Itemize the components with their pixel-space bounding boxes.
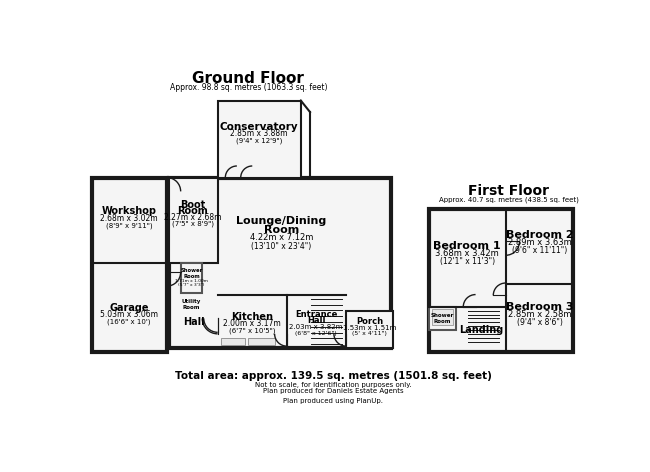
- Bar: [430, 307, 456, 330]
- Text: (5' x 4'11"): (5' x 4'11"): [352, 331, 387, 337]
- Text: Bedroom 3: Bedroom 3: [506, 302, 573, 312]
- Text: 2.89m x 3.63m: 2.89m x 3.63m: [508, 238, 571, 247]
- Bar: [346, 311, 393, 348]
- Text: Not to scale, for identification purposes only.: Not to scale, for identification purpose…: [255, 382, 411, 388]
- Text: (12'1" x 11'3"): (12'1" x 11'3"): [439, 257, 495, 266]
- Text: Boot: Boot: [180, 200, 205, 210]
- Text: 2.85m x 3.88m: 2.85m x 3.88m: [231, 129, 288, 138]
- Text: (6'7" x 10'5"): (6'7" x 10'5"): [229, 328, 276, 334]
- Text: (9'4" x 8'6"): (9'4" x 8'6"): [517, 318, 562, 327]
- Text: (8'9" x 9'11"): (8'9" x 9'11"): [106, 222, 152, 228]
- Text: Conservatory: Conservatory: [220, 122, 298, 132]
- Bar: [430, 209, 573, 352]
- Text: 2.27m x 2.68m: 2.27m x 2.68m: [164, 213, 222, 222]
- Bar: [432, 309, 453, 325]
- Bar: [218, 101, 301, 178]
- Text: (16'6" x 10'): (16'6" x 10'): [107, 318, 151, 325]
- Text: 5.03m x 3.06m: 5.03m x 3.06m: [100, 310, 158, 319]
- Text: 4.22m x 7.12m: 4.22m x 7.12m: [250, 234, 313, 243]
- Text: First Floor: First Floor: [468, 185, 549, 198]
- Text: 1.71m x 1.00m: 1.71m x 1.00m: [175, 278, 208, 283]
- Text: Bedroom 1: Bedroom 1: [434, 241, 501, 251]
- Text: Plan produced for Daniels Estate Agents: Plan produced for Daniels Estate Agents: [263, 388, 404, 394]
- Text: (6'8" x 12'6"): (6'8" x 12'6"): [295, 330, 337, 336]
- Text: Landing: Landing: [459, 325, 503, 335]
- Text: Shower
Room: Shower Room: [180, 269, 203, 279]
- Text: 2.85m x 2.58m: 2.85m x 2.58m: [508, 310, 571, 319]
- Bar: [169, 177, 218, 263]
- Text: Shower
Room: Shower Room: [431, 313, 454, 324]
- Text: (9'6" x 11'11"): (9'6" x 11'11"): [512, 246, 567, 255]
- Text: (5'7" x 3'3"): (5'7" x 3'3"): [178, 283, 205, 287]
- Text: 3.68m x 3.42m: 3.68m x 3.42m: [436, 249, 499, 258]
- Text: Lounge/Dining: Lounge/Dining: [237, 216, 327, 226]
- Text: 1.53m x 1.51m: 1.53m x 1.51m: [343, 325, 396, 331]
- Bar: [181, 263, 202, 293]
- Text: 2.00m x 3.17m: 2.00m x 3.17m: [224, 320, 281, 329]
- Text: Workshop: Workshop: [101, 206, 157, 216]
- Text: Plan produced using PlanUp.: Plan produced using PlanUp.: [283, 398, 383, 404]
- Bar: [222, 337, 244, 346]
- Text: Hall: Hall: [307, 316, 326, 325]
- Text: Bedroom 2: Bedroom 2: [506, 230, 573, 240]
- Text: Approx. 98.8 sq. metres (1063.3 sq. feet): Approx. 98.8 sq. metres (1063.3 sq. feet…: [170, 83, 327, 92]
- Text: Total area: approx. 139.5 sq. metres (1501.8 sq. feet): Total area: approx. 139.5 sq. metres (15…: [175, 371, 491, 381]
- Text: Room: Room: [264, 225, 299, 235]
- Text: Ground Floor: Ground Floor: [192, 71, 304, 86]
- Text: Approx. 40.7 sq. metres (438.5 sq. feet): Approx. 40.7 sq. metres (438.5 sq. feet): [439, 197, 578, 203]
- Text: (13'10" x 23'4"): (13'10" x 23'4"): [252, 242, 311, 251]
- Text: 2.68m x 3.02m: 2.68m x 3.02m: [100, 214, 158, 223]
- Text: Entrance: Entrance: [295, 310, 337, 319]
- Text: Garage: Garage: [109, 303, 149, 312]
- Text: Utility
Room: Utility Room: [182, 299, 201, 310]
- Text: Room: Room: [177, 206, 209, 216]
- Text: Hall: Hall: [183, 317, 205, 327]
- Text: Porch: Porch: [356, 317, 383, 326]
- Bar: [248, 337, 276, 346]
- Bar: [92, 177, 167, 352]
- Text: (9'4" x 12'9"): (9'4" x 12'9"): [236, 137, 282, 144]
- Text: 2.03m x 3.82m: 2.03m x 3.82m: [289, 324, 343, 330]
- Text: Kitchen: Kitchen: [231, 312, 273, 322]
- Text: (7'5" x 8'9"): (7'5" x 8'9"): [172, 220, 214, 227]
- Bar: [169, 177, 391, 348]
